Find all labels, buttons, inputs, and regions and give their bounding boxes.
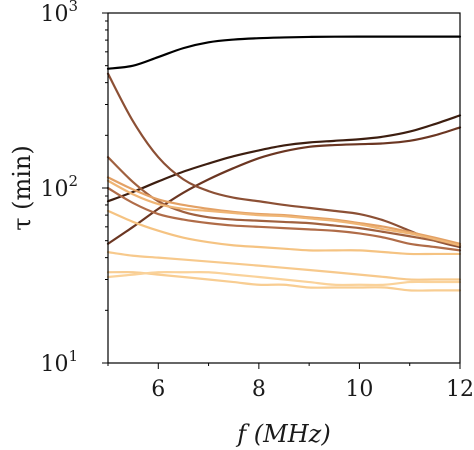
series-line-8 [106,179,462,247]
series-line-4 [106,72,462,249]
series-line-1 [106,35,462,70]
y-axis: 101 102 103 [40,0,108,377]
x-tick-label: 12 [446,377,474,402]
y-tick-label: 102 [40,172,78,202]
plot-frame [107,12,461,364]
y-tick-label: 101 [40,347,78,377]
x-axis-label: f (MHz) [235,420,330,448]
series-line-12 [106,270,462,287]
x-tick-label: 8 [252,377,266,402]
x-axis: 6 8 10 12 [107,363,474,402]
series-line-6 [106,186,462,252]
x-tick-label: 6 [151,377,165,402]
plot-series [106,35,462,292]
series-line-10 [106,251,462,281]
series-line-9 [106,209,462,256]
x-tick-label: 10 [345,377,373,402]
series-line-11 [106,270,462,292]
series-line-2 [106,114,462,203]
y-tick-label: 103 [40,0,78,27]
y-axis-label: τ (min) [8,145,36,231]
